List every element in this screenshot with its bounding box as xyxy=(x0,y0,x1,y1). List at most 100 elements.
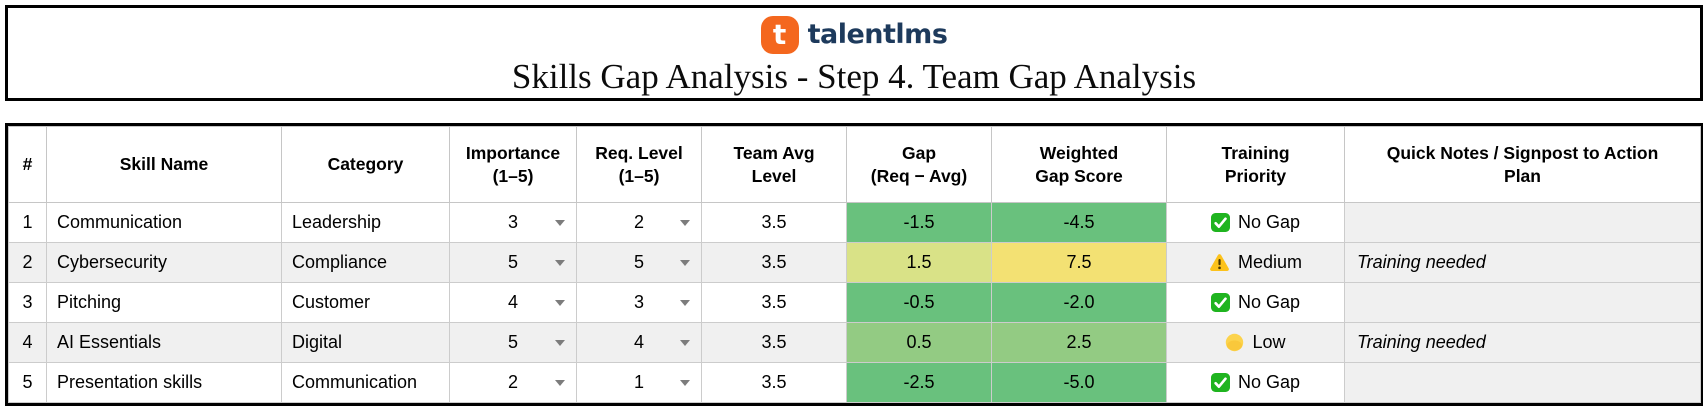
talentlms-logo: t talentlms xyxy=(760,14,948,56)
importance-value: 3 xyxy=(507,212,518,232)
table-row: 5 Presentation skills Communication 2 1 … xyxy=(8,362,1701,403)
importance-select[interactable]: 4 xyxy=(449,282,577,323)
col-header-req-level: Req. Level (1–5) xyxy=(576,126,702,203)
col-header-gap: Gap (Req − Avg) xyxy=(846,126,992,203)
talentlms-logo-text: talentlms xyxy=(807,19,948,51)
weighted-gap-cell: -2.0 xyxy=(991,282,1167,323)
req-level-select[interactable]: 3 xyxy=(576,282,702,323)
weighted-gap-cell: 2.5 xyxy=(991,322,1167,363)
priority-label: Medium xyxy=(1237,252,1303,272)
skills-gap-table-container: # Skill Name Category Importance (1–5) R… xyxy=(5,123,1703,406)
check-icon xyxy=(1210,213,1230,232)
row-number: 1 xyxy=(8,202,47,243)
category-cell: Compliance xyxy=(281,242,450,283)
talentlms-logo-icon: t xyxy=(760,15,799,54)
training-priority-cell: No Gap xyxy=(1166,282,1345,323)
req-level-value: 3 xyxy=(633,292,644,312)
skill-name-cell: AI Essentials xyxy=(46,322,282,363)
check-icon xyxy=(1210,373,1230,392)
priority-label: No Gap xyxy=(1237,292,1301,312)
importance-value: 2 xyxy=(507,372,518,392)
row-number: 3 xyxy=(8,282,47,323)
gap-cell: -2.5 xyxy=(846,362,992,403)
category-cell: Digital xyxy=(281,322,450,363)
chevron-down-icon[interactable] xyxy=(680,339,690,346)
skills-gap-table: # Skill Name Category Importance (1–5) R… xyxy=(8,126,1701,403)
chevron-down-icon[interactable] xyxy=(555,259,565,266)
gap-cell: 0.5 xyxy=(846,322,992,363)
req-level-select[interactable]: 4 xyxy=(576,322,702,363)
importance-select[interactable]: 3 xyxy=(449,202,577,243)
col-header-team-avg: Team Avg Level xyxy=(701,126,847,203)
chevron-down-icon[interactable] xyxy=(680,219,690,226)
chevron-down-icon[interactable] xyxy=(555,339,565,346)
col-header-num: # xyxy=(8,126,47,203)
header-row: # Skill Name Category Importance (1–5) R… xyxy=(8,126,1701,203)
importance-value: 5 xyxy=(507,252,518,272)
weighted-gap-cell: -4.5 xyxy=(991,202,1167,243)
training-priority-cell: No Gap xyxy=(1166,202,1345,243)
req-level-select[interactable]: 2 xyxy=(576,202,702,243)
row-number: 2 xyxy=(8,242,47,283)
team-avg-cell: 3.5 xyxy=(701,202,847,243)
training-priority-cell: Medium xyxy=(1166,242,1345,283)
col-header-notes: Quick Notes / Signpost to Action Plan xyxy=(1344,126,1701,203)
importance-value: 4 xyxy=(507,292,518,312)
col-header-skill: Skill Name xyxy=(46,126,282,203)
table-row: 2 Cybersecurity Compliance 5 5 3.5 1.5 7… xyxy=(8,242,1701,283)
req-level-select[interactable]: 5 xyxy=(576,242,702,283)
gap-cell: -1.5 xyxy=(846,202,992,243)
table-row: 1 Communication Leadership 3 2 3.5 -1.5 … xyxy=(8,202,1701,243)
page-title: Skills Gap Analysis - Step 4. Team Gap A… xyxy=(511,56,1197,96)
row-number: 4 xyxy=(8,322,47,363)
chevron-down-icon[interactable] xyxy=(680,299,690,306)
training-priority-cell: Low xyxy=(1166,322,1345,363)
col-header-priority: Training Priority xyxy=(1166,126,1345,203)
yellow-circle-icon xyxy=(1226,333,1244,352)
title-banner: t talentlms Skills Gap Analysis - Step 4… xyxy=(5,5,1703,101)
col-header-weighted: Weighted Gap Score xyxy=(991,126,1167,203)
table-row: 4 AI Essentials Digital 5 4 3.5 0.5 2.5 … xyxy=(8,322,1701,363)
quick-notes-cell: Training needed xyxy=(1344,322,1701,363)
col-header-category: Category xyxy=(281,126,450,203)
weighted-gap-cell: 7.5 xyxy=(991,242,1167,283)
team-avg-cell: 3.5 xyxy=(701,322,847,363)
importance-value: 5 xyxy=(507,332,518,352)
skill-name-cell: Communication xyxy=(46,202,282,243)
table-row: 3 Pitching Customer 4 3 3.5 -0.5 -2.0 No… xyxy=(8,282,1701,323)
skill-name-cell: Presentation skills xyxy=(46,362,282,403)
skill-name-cell: Pitching xyxy=(46,282,282,323)
team-avg-cell: 3.5 xyxy=(701,282,847,323)
chevron-down-icon[interactable] xyxy=(680,379,690,386)
quick-notes-cell: Training needed xyxy=(1344,242,1701,283)
quick-notes-cell xyxy=(1344,282,1701,323)
row-number: 5 xyxy=(8,362,47,403)
team-avg-cell: 3.5 xyxy=(701,362,847,403)
warning-icon xyxy=(1210,254,1229,271)
chevron-down-icon[interactable] xyxy=(555,299,565,306)
chevron-down-icon[interactable] xyxy=(680,259,690,266)
team-avg-cell: 3.5 xyxy=(701,242,847,283)
training-priority-cell: No Gap xyxy=(1166,362,1345,403)
skill-name-cell: Cybersecurity xyxy=(46,242,282,283)
importance-select[interactable]: 2 xyxy=(449,362,577,403)
category-cell: Leadership xyxy=(281,202,450,243)
req-level-value: 5 xyxy=(633,252,644,272)
col-header-importance: Importance (1–5) xyxy=(449,126,577,203)
category-cell: Communication xyxy=(281,362,450,403)
req-level-select[interactable]: 1 xyxy=(576,362,702,403)
importance-select[interactable]: 5 xyxy=(449,322,577,363)
importance-select[interactable]: 5 xyxy=(449,242,577,283)
priority-label: No Gap xyxy=(1237,372,1301,392)
gap-cell: 1.5 xyxy=(846,242,992,283)
quick-notes-cell xyxy=(1344,202,1701,243)
weighted-gap-cell: -5.0 xyxy=(991,362,1167,403)
chevron-down-icon[interactable] xyxy=(555,379,565,386)
quick-notes-cell xyxy=(1344,362,1701,403)
priority-label: No Gap xyxy=(1237,212,1301,232)
req-level-value: 4 xyxy=(633,332,644,352)
chevron-down-icon[interactable] xyxy=(555,219,565,226)
gap-cell: -0.5 xyxy=(846,282,992,323)
req-level-value: 2 xyxy=(633,212,644,232)
priority-label: Low xyxy=(1252,332,1286,352)
